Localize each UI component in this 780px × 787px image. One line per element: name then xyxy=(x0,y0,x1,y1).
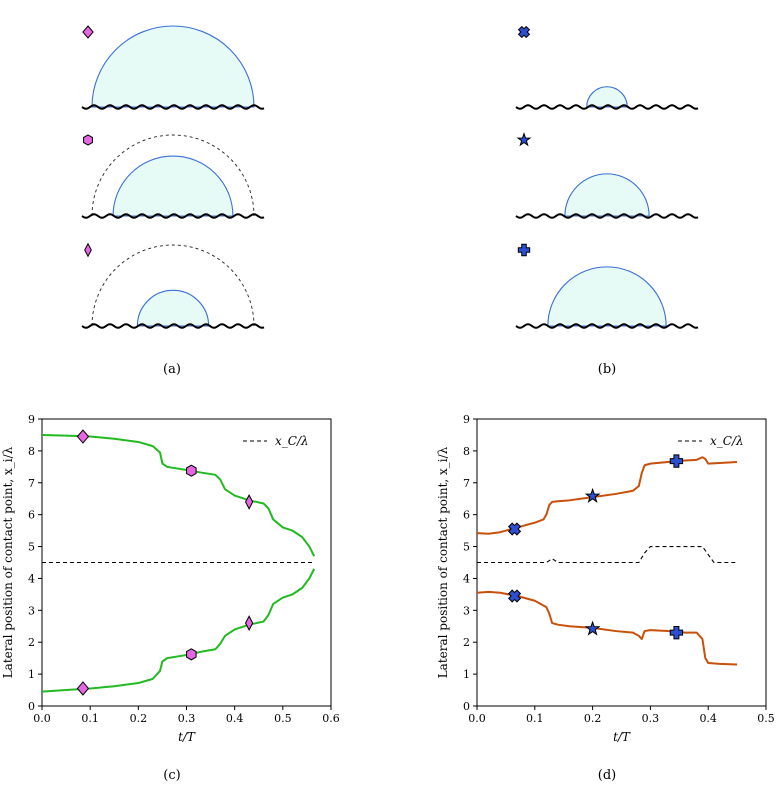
chart-c-ytick-label: 4 xyxy=(28,572,35,585)
chart-c-xtick-label: 0.1 xyxy=(81,712,99,725)
panel-a-row-1-substrate xyxy=(81,104,265,110)
chart-d-ytick-label: 6 xyxy=(463,509,470,522)
chart-c-ytick-label: 7 xyxy=(28,477,35,490)
chart-c-ytick-label: 8 xyxy=(28,445,35,458)
panel-b-schematic xyxy=(515,25,699,329)
chart-d-xtick-label: 0.1 xyxy=(526,712,544,725)
chart-c-xtick-label: 0.6 xyxy=(322,712,340,725)
panel-b-row-1-substrate xyxy=(515,104,699,110)
panel-b-row-2-substrate xyxy=(515,213,699,219)
chart-c-ytick-label: 5 xyxy=(28,541,35,554)
panel-a-row-2-hexagon-icon xyxy=(83,134,93,146)
chart-d-marker-plus-icon xyxy=(669,625,684,640)
chart-d-ytick-label: 7 xyxy=(463,477,470,490)
chart-c-xlabel: t/T xyxy=(178,730,196,744)
chart-d-ytick-label: 3 xyxy=(463,604,470,617)
chart-c-series-2 xyxy=(41,568,316,693)
panel-a-row-1-diamond-icon xyxy=(82,25,94,39)
panel-b-row-1-droplet xyxy=(586,86,628,108)
chart-c-ytick-label: 2 xyxy=(28,636,35,649)
chart-c-marker-thin-diamond-icon xyxy=(244,615,254,631)
panel-a-row-2-dashed-arc xyxy=(91,134,255,217)
caption-b: (b) xyxy=(598,362,616,377)
chart-c-xtick-label: 0.4 xyxy=(226,712,244,725)
chart-c-xtick-label: 0.2 xyxy=(130,712,148,725)
caption-d: (d) xyxy=(598,768,616,783)
chart-c-ytick-label: 6 xyxy=(28,509,35,522)
chart-c-marker-thin-diamond-icon xyxy=(244,494,254,510)
panel-b-row-3-droplet xyxy=(547,266,667,327)
chart-c-marker-hexagon-icon xyxy=(186,464,197,477)
chart-c-ytick-label: 9 xyxy=(28,413,35,426)
panel-a-row-3-substrate xyxy=(81,323,265,329)
panel-b-row-3-substrate xyxy=(515,323,699,329)
panel-b-row-2-star-icon xyxy=(516,132,532,147)
chart-d-ytick-label: 2 xyxy=(463,636,470,649)
panel-b-row-2-droplet xyxy=(564,173,650,217)
chart-d-ytick-label: 5 xyxy=(463,541,470,554)
chart-c-ytick-label: 3 xyxy=(28,604,35,617)
chart-d-ytick-label: 4 xyxy=(463,572,470,585)
panel-a-row-3-dashed-arc xyxy=(91,244,255,327)
chart-d-marker-x-icon xyxy=(507,522,522,536)
panel-b-row-1-x-icon xyxy=(517,25,531,39)
chart-d-ylabel: Lateral position of contact point, x_i/λ xyxy=(436,446,450,678)
chart-d-marker-star-icon xyxy=(584,487,601,503)
panel-a-schematic xyxy=(81,25,265,329)
caption-a: (a) xyxy=(163,362,181,377)
panel-b-row-3-plus-icon xyxy=(517,243,531,257)
chart-d: 0.0 0.1 0.2 0.3 0.4 0.5 0 1 2 3 4 5 6 7 8 9 t/T Lateral p… xyxy=(436,413,775,744)
chart-d-marker-star-icon xyxy=(584,620,601,636)
chart-c: 0.0 0.1 0.2 0.3 0.4 0.5 0.6 0 1 2 3 4 5 6 7 8 9 t/T Latera… xyxy=(1,413,340,744)
panel-a-row-2-droplet xyxy=(112,155,234,217)
chart-c-ytick-label: 0 xyxy=(28,700,35,713)
chart-d-ytick-label: 9 xyxy=(463,413,470,426)
chart-c-xtick-label: 0.3 xyxy=(178,712,196,725)
chart-c-xtick-label: 0.5 xyxy=(274,712,292,725)
chart-d-marker-x-icon xyxy=(507,589,522,603)
chart-d-xtick-label: 0.3 xyxy=(642,712,660,725)
chart-d-ytick-label: 8 xyxy=(463,445,470,458)
chart-c-marker-hexagon-icon xyxy=(186,648,197,661)
chart-c-series-1 xyxy=(41,433,316,557)
chart-d-xtick-label: 0.2 xyxy=(584,712,602,725)
chart-d-xtick-label: 0.5 xyxy=(757,712,775,725)
panel-a-row-1-droplet xyxy=(91,25,255,108)
panel-a-row-3-droplet xyxy=(136,289,210,327)
chart-d-xtick-label: 0.4 xyxy=(699,712,717,725)
panel-a-row-2-substrate xyxy=(81,213,265,219)
chart-d-ytick-label: 0 xyxy=(463,700,470,713)
chart-c-marker-diamond-icon xyxy=(76,681,90,696)
caption-c: (c) xyxy=(163,768,180,783)
chart-d-xlabel: t/T xyxy=(613,730,631,744)
chart-c-ylabel: Lateral position of contact point, x_i/λ xyxy=(1,446,15,678)
chart-d-series-1 xyxy=(476,456,738,535)
chart-d-marker-plus-icon xyxy=(669,454,684,468)
chart-d-legend-label: x_C/λ xyxy=(710,434,744,448)
chart-c-legend-label: x_C/λ xyxy=(275,434,309,448)
chart-c-xtick-label: 0.0 xyxy=(33,712,51,725)
chart-d-ytick-label: 1 xyxy=(463,668,470,681)
chart-d-series-2 xyxy=(476,590,738,666)
chart-c-marker-diamond-icon xyxy=(76,429,90,444)
chart-c-ytick-label: 1 xyxy=(28,668,35,681)
chart-d-xtick-label: 0.0 xyxy=(468,712,486,725)
panel-a-row-3-thin-diamond-icon xyxy=(84,242,92,258)
chart-d-series-3 xyxy=(477,546,738,564)
